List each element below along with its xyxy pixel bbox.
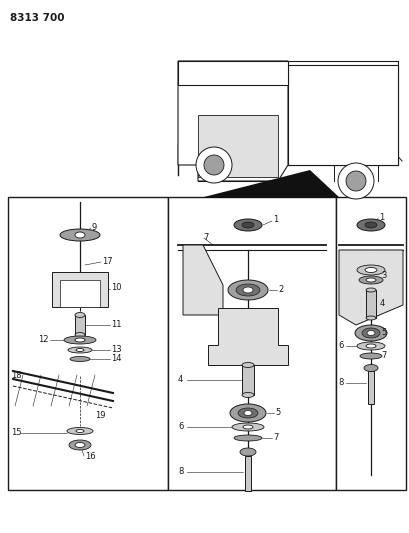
Polygon shape <box>198 115 277 177</box>
Ellipse shape <box>366 330 374 335</box>
Ellipse shape <box>76 430 84 432</box>
Ellipse shape <box>363 365 377 372</box>
Text: 5: 5 <box>274 408 280 417</box>
Ellipse shape <box>75 338 85 342</box>
Bar <box>168 197 335 490</box>
Polygon shape <box>178 61 287 85</box>
Text: 8313 700: 8313 700 <box>10 13 64 23</box>
Bar <box>367 371 373 404</box>
Ellipse shape <box>237 408 257 418</box>
Ellipse shape <box>365 344 375 348</box>
Ellipse shape <box>243 425 252 429</box>
Ellipse shape <box>234 435 261 441</box>
Text: 8: 8 <box>178 467 183 477</box>
Polygon shape <box>178 61 287 181</box>
Ellipse shape <box>67 427 93 434</box>
Ellipse shape <box>64 336 96 344</box>
Text: 8: 8 <box>337 378 343 387</box>
Ellipse shape <box>229 404 265 422</box>
Ellipse shape <box>241 362 254 367</box>
Polygon shape <box>207 308 287 365</box>
Ellipse shape <box>239 448 255 456</box>
Ellipse shape <box>231 423 263 431</box>
Ellipse shape <box>69 440 91 450</box>
Text: 14: 14 <box>111 354 121 364</box>
Text: 11: 11 <box>111 320 121 329</box>
Polygon shape <box>338 250 402 325</box>
Circle shape <box>337 163 373 199</box>
Ellipse shape <box>236 284 259 296</box>
Circle shape <box>204 155 223 175</box>
Bar <box>8 197 168 490</box>
Bar <box>241 365 254 395</box>
Ellipse shape <box>76 349 84 351</box>
Ellipse shape <box>75 312 85 318</box>
Circle shape <box>345 171 365 191</box>
Circle shape <box>196 147 231 183</box>
Text: 1: 1 <box>378 213 383 222</box>
Text: 1: 1 <box>272 215 278 224</box>
Text: 13: 13 <box>111 345 121 354</box>
Text: 6: 6 <box>178 423 183 432</box>
Ellipse shape <box>356 265 384 275</box>
Text: 5: 5 <box>380 328 385 337</box>
Text: 16: 16 <box>85 453 95 462</box>
Bar <box>245 456 250 491</box>
Text: 6: 6 <box>337 342 343 351</box>
Ellipse shape <box>234 219 261 231</box>
Text: 3: 3 <box>380 271 385 279</box>
Text: 19: 19 <box>95 411 105 421</box>
Ellipse shape <box>75 442 85 448</box>
Text: 18: 18 <box>11 372 22 381</box>
Ellipse shape <box>365 316 375 320</box>
Text: 4: 4 <box>178 376 183 384</box>
Ellipse shape <box>68 347 92 353</box>
Ellipse shape <box>356 219 384 231</box>
Ellipse shape <box>227 280 267 300</box>
Ellipse shape <box>70 357 90 361</box>
Text: 15: 15 <box>11 429 21 438</box>
Text: 4: 4 <box>379 300 384 309</box>
Text: 17: 17 <box>102 257 112 266</box>
Ellipse shape <box>354 325 386 341</box>
Polygon shape <box>200 170 339 198</box>
Ellipse shape <box>361 328 379 338</box>
Text: 7: 7 <box>272 433 278 442</box>
Ellipse shape <box>364 222 376 228</box>
Bar <box>52 272 108 307</box>
Bar <box>335 197 405 490</box>
Polygon shape <box>287 65 397 165</box>
Ellipse shape <box>243 410 252 416</box>
Text: 2: 2 <box>277 286 283 295</box>
Bar <box>75 315 85 335</box>
Ellipse shape <box>356 342 384 350</box>
Ellipse shape <box>243 287 252 293</box>
Text: 9: 9 <box>92 222 97 231</box>
Ellipse shape <box>365 278 375 282</box>
Ellipse shape <box>365 288 375 292</box>
Ellipse shape <box>75 333 85 337</box>
Ellipse shape <box>241 392 254 398</box>
Ellipse shape <box>358 276 382 284</box>
Text: 7: 7 <box>202 232 208 241</box>
Bar <box>60 280 100 307</box>
Text: 7: 7 <box>380 351 385 360</box>
Text: 12: 12 <box>38 335 49 344</box>
Ellipse shape <box>60 229 100 241</box>
Text: 10: 10 <box>111 282 121 292</box>
Ellipse shape <box>75 232 85 238</box>
Ellipse shape <box>364 268 376 272</box>
Ellipse shape <box>241 222 254 228</box>
Polygon shape <box>182 245 222 315</box>
Ellipse shape <box>359 353 381 359</box>
Bar <box>365 290 375 318</box>
